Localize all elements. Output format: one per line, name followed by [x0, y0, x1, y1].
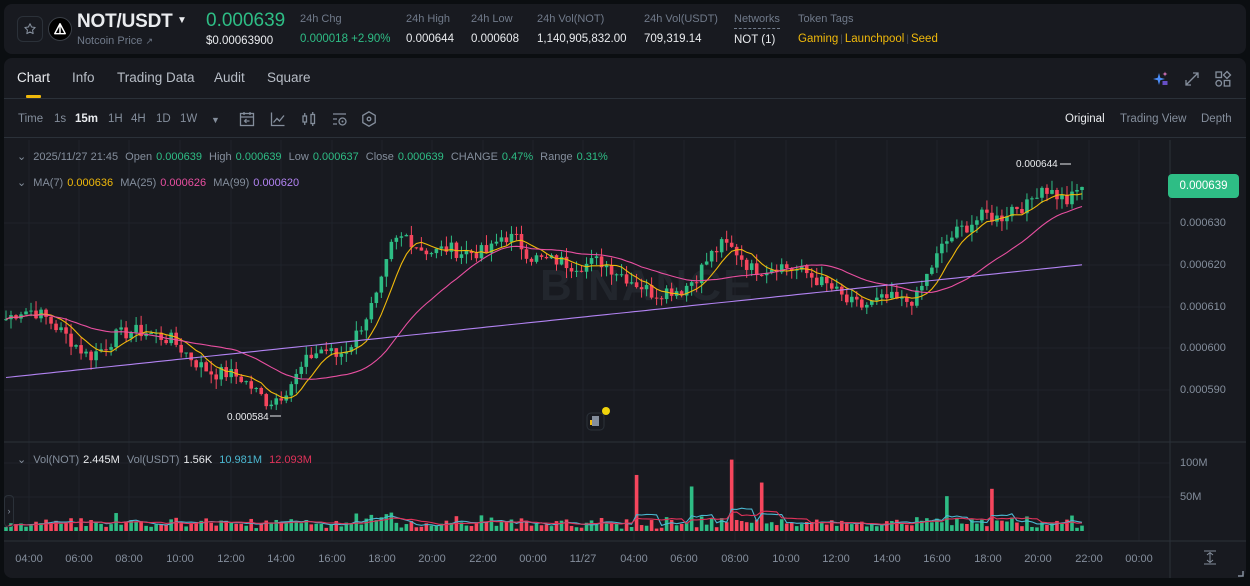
- coin-name: Notcoin Price: [77, 35, 143, 47]
- stat-24h-low: 24h Low 0.000608: [471, 13, 519, 45]
- candles: [4, 180, 1084, 411]
- event-marker-icon[interactable]: [586, 407, 610, 431]
- expand-drawings-toolbar-button[interactable]: ›: [4, 495, 14, 527]
- ai-sparkle-icon[interactable]: [1152, 70, 1170, 88]
- layout-grid-icon[interactable]: [1214, 70, 1232, 88]
- view-original[interactable]: Original: [1065, 113, 1105, 125]
- time-tick: 04:00: [15, 553, 43, 565]
- ticker-header: NOT/USDT ▼ Notcoin Price ↗ 0.000639 $0.0…: [4, 4, 1246, 54]
- interval-1s[interactable]: 1s: [54, 113, 67, 125]
- view-depth[interactable]: Depth: [1201, 113, 1232, 125]
- tab-info[interactable]: Info: [72, 70, 95, 85]
- time-tick: 12:00: [217, 553, 245, 565]
- time-tick: 06:00: [65, 553, 93, 565]
- chart-panel: Chart Info Trading Data Audit Square Tim…: [4, 58, 1246, 578]
- auto-scale-icon[interactable]: [1204, 550, 1216, 565]
- last-price-usd: $0.00063900: [206, 35, 274, 47]
- pair-dropdown-caret-icon[interactable]: ▼: [177, 15, 187, 26]
- high-marker-label: 0.000644: [1016, 159, 1058, 170]
- chart-toolbar: Time 1s 15m 1H 4H 1D 1W ▼: [4, 100, 1246, 138]
- time-tick: 10:00: [166, 553, 194, 565]
- ma-legend: ⌄ MA(7) 0.000636 MA(25) 0.000626 MA(99) 0.0…: [17, 177, 300, 189]
- hexagon-settings-icon[interactable]: [360, 110, 378, 128]
- time-tick: 08:00: [115, 553, 143, 565]
- price-tick: 0.000610: [1180, 301, 1226, 313]
- time-tick: 20:00: [418, 553, 446, 565]
- time-tick: 11/27: [569, 553, 597, 565]
- collapse-chevron-icon[interactable]: ⌄: [17, 151, 27, 163]
- interval-4h[interactable]: 4H: [131, 113, 146, 125]
- time-tick: 20:00: [1024, 553, 1052, 565]
- price-tick: 0.000620: [1180, 259, 1226, 271]
- candle-type-icon[interactable]: [300, 110, 318, 128]
- external-arrow-icon: ↗: [145, 36, 154, 46]
- tab-audit[interactable]: Audit: [214, 70, 245, 85]
- star-icon: [24, 23, 36, 35]
- tag-launchpool[interactable]: Launchpool: [844, 33, 905, 45]
- active-tab-indicator: [26, 95, 41, 98]
- indicator-icon[interactable]: [269, 110, 287, 128]
- interval-1h[interactable]: 1H: [108, 113, 123, 125]
- view-trading-view[interactable]: Trading View: [1120, 113, 1187, 125]
- stat-24h-high: 24h High 0.000644: [406, 13, 454, 45]
- price-tick: 0.000590: [1180, 384, 1226, 396]
- collapse-chevron-icon[interactable]: ⌄: [17, 177, 27, 189]
- coin-info-link[interactable]: Notcoin Price ↗: [77, 35, 153, 47]
- time-tick: 16:00: [923, 553, 951, 565]
- time-tick: 18:00: [974, 553, 1002, 565]
- volume-tick: 50M: [1180, 491, 1202, 503]
- stat-24h-vol-usdt: 24h Vol(USDT) 709,319.14: [644, 13, 718, 45]
- current-price-badge: 0.000639: [1168, 174, 1239, 198]
- favorite-star-button[interactable]: [17, 16, 43, 42]
- time-tick: 00:00: [519, 553, 547, 565]
- tab-chart[interactable]: Chart: [17, 70, 51, 85]
- ohlc-legend: ⌄ 2025/11/27 21:45 Open 0.000639 High 0.00…: [17, 151, 608, 163]
- price-tick: 0.000600: [1180, 342, 1226, 354]
- stat-24h-change: 24h Chg 0.000018 +2.90%: [300, 13, 391, 45]
- expand-icon[interactable]: [1183, 70, 1201, 88]
- time-tick: 14:00: [267, 553, 295, 565]
- tab-trading-data[interactable]: Trading Data: [117, 70, 195, 85]
- low-marker-label: 0.000584: [227, 412, 269, 423]
- notcoin-logo-icon: [48, 17, 72, 41]
- price-tick: 0.000630: [1180, 217, 1226, 229]
- last-price: 0.000639: [206, 10, 286, 31]
- volume-ma-lines: [5, 507, 1083, 528]
- time-tick: 06:00: [670, 553, 698, 565]
- volume-bars: [4, 459, 1084, 531]
- time-tick: 04:00: [620, 553, 648, 565]
- time-tick: 08:00: [721, 553, 749, 565]
- interval-1w[interactable]: 1W: [180, 113, 198, 125]
- time-tick: 12:00: [822, 553, 850, 565]
- interval-1d[interactable]: 1D: [156, 113, 171, 125]
- stat-networks[interactable]: Networks NOT (1): [734, 13, 780, 46]
- calendar-icon[interactable]: [238, 110, 256, 128]
- volume-legend: ⌄ Vol(NOT) 2.445M Vol(USDT) 1.56K 10.981M …: [17, 454, 312, 466]
- resize-handle-icon[interactable]: [1238, 571, 1244, 577]
- time-tick: 16:00: [318, 553, 346, 565]
- time-label: Time: [18, 113, 44, 125]
- tag-gaming[interactable]: Gaming: [798, 33, 839, 45]
- time-tick: 22:00: [469, 553, 497, 565]
- collapse-chevron-icon[interactable]: ⌄: [17, 454, 27, 466]
- time-tick: 00:00: [1125, 553, 1153, 565]
- interval-15m[interactable]: 15m: [75, 113, 99, 125]
- stat-24h-vol-not: 24h Vol(NOT) 1,140,905,832.00: [537, 13, 627, 45]
- time-tick: 14:00: [873, 553, 901, 565]
- more-intervals-caret-icon[interactable]: ▼: [211, 115, 220, 125]
- time-tick: 22:00: [1075, 553, 1103, 565]
- chart-grid: [4, 140, 1170, 541]
- tab-bar: Chart Info Trading Data Audit Square: [4, 58, 1246, 99]
- pair-selector[interactable]: NOT/USDT: [77, 11, 173, 32]
- tag-seed[interactable]: Seed: [910, 33, 938, 45]
- volume-tick: 100M: [1180, 457, 1208, 469]
- time-tick: 18:00: [368, 553, 396, 565]
- chart-settings-icon[interactable]: [331, 110, 349, 128]
- tab-square[interactable]: Square: [267, 70, 311, 85]
- token-tags: Token Tags Gaming | Launchpool | Seed: [798, 13, 938, 45]
- ma-lines: [5, 193, 1083, 399]
- time-tick: 10:00: [772, 553, 800, 565]
